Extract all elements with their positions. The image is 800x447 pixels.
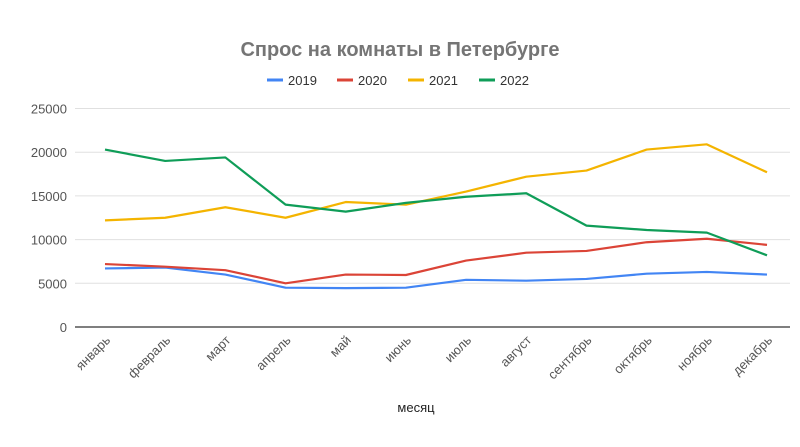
series-line-2021 [104, 143, 768, 222]
x-tick-label: сентябрь [545, 332, 595, 382]
series-line-2019 [104, 266, 768, 290]
x-tick-label: апрель [253, 332, 294, 373]
x-tick-label: июнь [382, 332, 415, 365]
y-tick-label: 10000 [31, 233, 67, 248]
y-tick-label: 0 [60, 320, 67, 335]
y-tick-label: 5000 [38, 276, 67, 291]
x-tick-label: июль [442, 332, 475, 365]
y-tick-label: 20000 [31, 145, 67, 160]
series-line-2020 [104, 237, 768, 285]
x-tick-label: февраль [125, 332, 174, 381]
x-tick-label: май [327, 333, 354, 360]
x-tick-label: октябрь [611, 332, 655, 376]
x-tick-label: март [202, 332, 233, 363]
chart-title: Спрос на комнаты в Петербурге [240, 39, 559, 61]
series-line-2022 [104, 148, 768, 257]
x-tick-label: август [497, 332, 534, 369]
x-axis-label: месяц [397, 400, 435, 415]
y-tick-label: 15000 [31, 189, 67, 204]
x-tick-label: январь [73, 332, 114, 373]
y-tick-label: 25000 [31, 102, 67, 117]
x-tick-label: декабрь [730, 332, 776, 378]
x-tick-label: ноябрь [674, 332, 715, 373]
legend-label: 2019 [288, 73, 317, 88]
legend-label: 2020 [358, 73, 387, 88]
legend-label: 2021 [429, 73, 458, 88]
legend-label: 2022 [500, 73, 529, 88]
